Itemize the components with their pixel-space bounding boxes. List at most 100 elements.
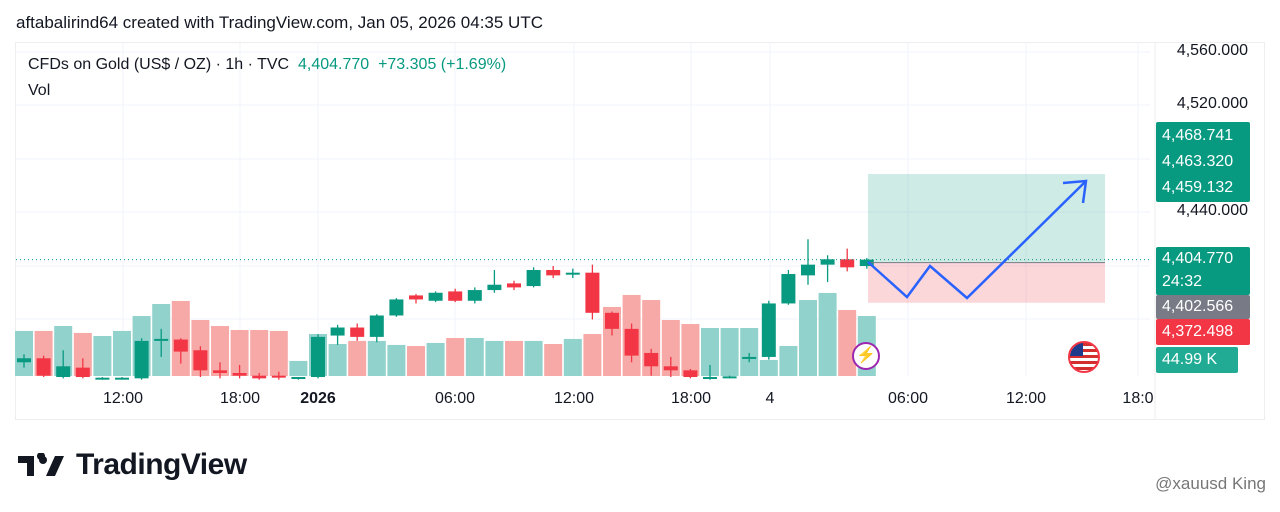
attribution-header: aftabalirind64 created with TradingView.… [16,13,543,32]
candle-body [56,366,71,378]
candle-body [840,259,855,268]
candle-body [624,328,639,356]
candle-body [467,290,482,301]
target-zone [868,174,1105,263]
volume-bar [818,292,837,376]
entry-price-tag: 4,402.566 [1156,295,1250,319]
candle-body [291,377,306,380]
volume-bar [485,340,504,376]
volume-bar [93,336,112,376]
candle-body [17,358,31,363]
candle-body [271,375,286,378]
target-price-3: 4,459.132 [1162,179,1234,196]
volume-bar [544,344,563,376]
volume-bar [328,344,347,376]
candle-body [115,377,129,380]
candle-body [801,264,815,276]
volume-bar [799,300,817,376]
candle-body [193,350,208,371]
candle-body [526,270,541,287]
last-price-tag: 4,404.770 24:32 [1156,247,1250,295]
chart-frame[interactable] [15,42,1265,420]
forecast-arrow [867,181,1086,300]
volume-bar [367,340,386,376]
stop-price-tag: 4,372.498 [1156,319,1250,345]
candle-body [859,259,874,266]
volume-bar [250,330,269,376]
candle-body [448,291,463,301]
time-tick: 18:0 [1122,390,1154,407]
lightning-event-icon[interactable]: ⚡ [852,342,880,370]
volume-bar [505,340,523,376]
candle-body [389,299,404,316]
volume-bar [563,338,582,376]
candle-body [36,358,51,376]
candle-body [213,370,227,373]
candle-body [350,327,365,337]
candle-body [742,356,757,359]
candle-body [134,340,149,379]
candle-body [546,270,561,276]
candle-body [330,327,345,336]
candle-body [703,377,717,380]
symbol-name: CFDs on Gold (US$ / OZ) · 1h · TVC [28,56,290,73]
candle-body [311,336,325,378]
volume-bar [661,320,680,376]
candle-body [722,376,737,379]
volume-bar [838,310,857,376]
last-price: 4,404.770 [297,56,370,73]
volume-bar [348,340,367,376]
volume-bar [15,330,33,376]
watermark: @xauusd King [1155,474,1266,493]
price-tick: 4,440.000 [1176,202,1248,219]
target-tags: 4,468.741 4,463.320 4,459.132 [1156,122,1250,202]
volume-bar [407,346,425,376]
volume-bar [740,328,759,376]
candle-body [154,338,169,341]
time-tick: 12:00 [553,390,595,407]
candle-body [75,367,90,378]
logo-text: TradingView [76,448,247,481]
volume-bar [211,326,229,376]
time-tick: 2026 [300,390,336,407]
volume-bar [230,330,249,376]
time-tick: 4 [765,390,775,407]
candle-body [252,375,267,379]
candle-body [487,284,502,291]
volume-bar [465,338,484,376]
volume-bar [583,334,602,376]
time-tick: 18:00 [670,390,712,407]
candle-body [820,259,835,265]
time-tick: 12:00 [102,390,144,407]
time-tick: 12:00 [1005,390,1047,407]
candle-body [585,272,600,313]
volume-bar [759,360,778,376]
candle-body [95,377,110,380]
time-tick: 18:00 [219,390,261,407]
candle-body [369,315,384,337]
symbol-legend: CFDs on Gold (US$ / OZ) · 1h · TVC 4,404… [28,56,506,74]
volume-bar [446,338,465,376]
volume-bar [289,360,308,376]
volume-bar [113,330,131,376]
volume-bar [73,332,92,376]
stop-zone [868,262,1105,303]
tradingview-logo[interactable]: TradingView [18,448,247,482]
candle-body [507,283,521,288]
candle-body [173,339,188,352]
candle-body [761,303,776,357]
volume-legend: Vol [28,82,51,99]
price-change: +73.305 (+1.69%) [378,56,507,73]
time-tick: 06:00 [887,390,929,407]
us-flag-event-icon[interactable] [1068,341,1100,373]
candle-body [663,366,678,371]
candle-body [428,292,443,301]
bar-countdown: 24:32 [1162,273,1203,290]
candle-body [565,272,580,275]
volume-bar [387,344,406,376]
volume-bar [720,328,739,376]
price-tick: 4,560.000 [1176,42,1248,59]
arrow-head-icon [1062,179,1088,204]
volume-bar [779,346,798,376]
